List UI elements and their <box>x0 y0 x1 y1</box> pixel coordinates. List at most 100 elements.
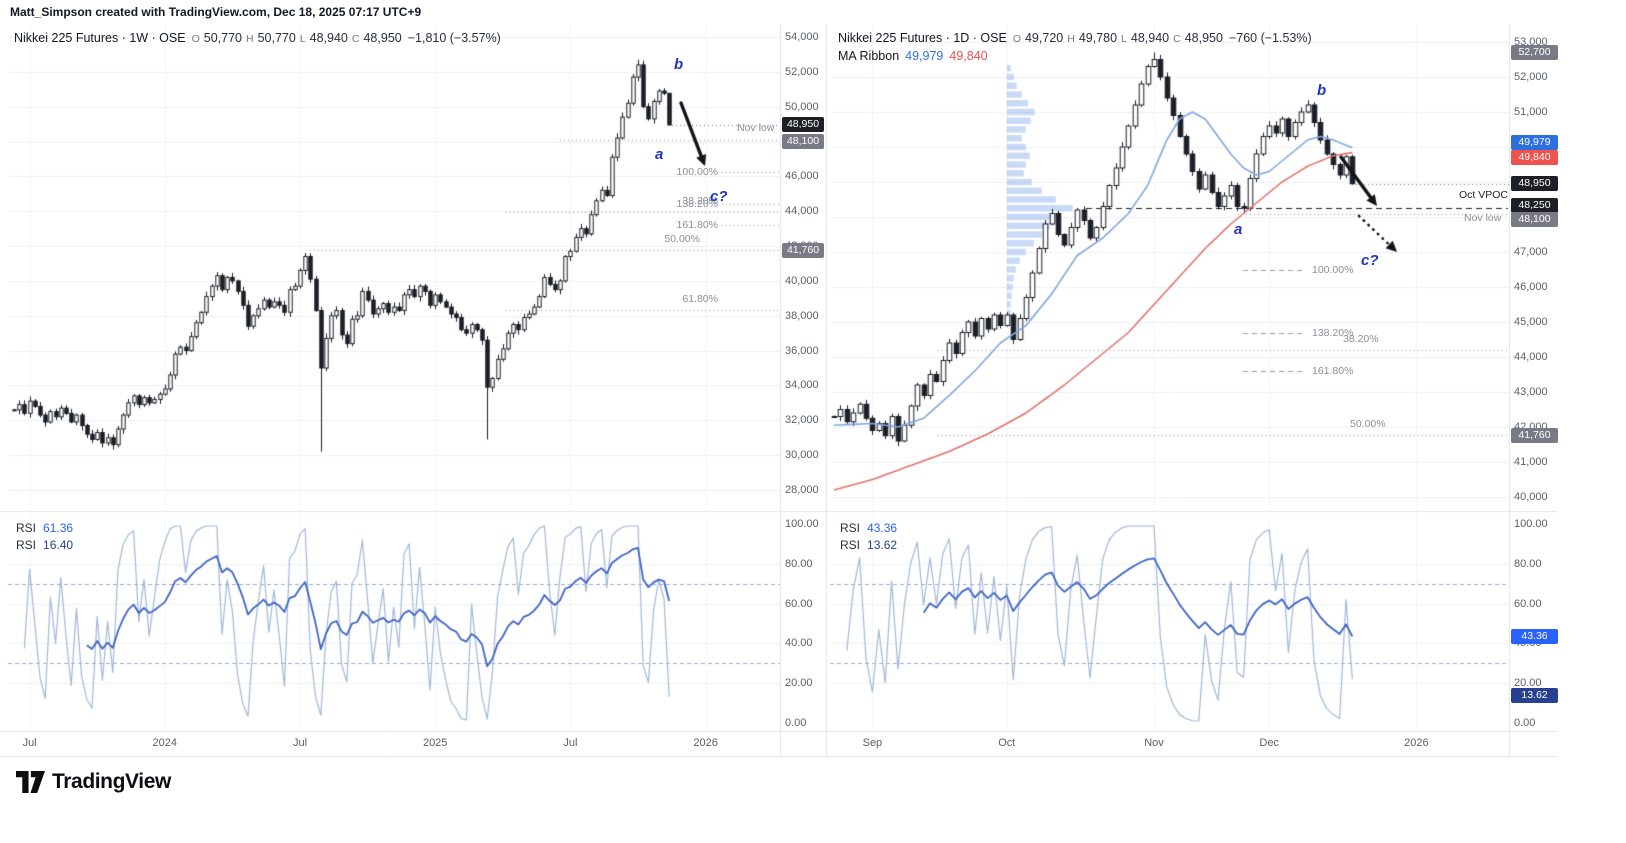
price-badge: 48,950 <box>782 117 824 133</box>
price-axis-tick: 28,000 <box>785 484 819 496</box>
ma-slow-value: 49,840 <box>949 49 988 63</box>
ohlc-key: L <box>1121 33 1127 45</box>
rsi-axis-tick: 40.00 <box>785 637 813 650</box>
time-axis-label: 2026 <box>1404 737 1429 749</box>
annotation-a[interactable]: a <box>655 146 664 163</box>
price-badge: 41,760 <box>1511 427 1558 443</box>
fib-label[interactable]: 50.00% <box>664 232 700 245</box>
price-badge: 49,979 <box>1511 135 1558 151</box>
fib-label[interactable]: 38.20% <box>682 194 718 207</box>
legend-weekly[interactable]: Nikkei 225 Futures · 1W · OSE O 50,770 H 50… <box>14 31 501 45</box>
price-axis-tick: 45,000 <box>1514 316 1548 328</box>
rsi-legend-weekly-1[interactable]: RSI 61.36 <box>16 521 73 535</box>
rsi-legend-daily-1[interactable]: RSI 43.36 <box>840 521 897 535</box>
price-axis-tick: 41,000 <box>1514 456 1548 468</box>
fib-label[interactable]: 38.20% <box>1343 332 1379 345</box>
price-badge: 52,700 <box>1511 45 1558 60</box>
fib-label[interactable]: 50.00% <box>1350 417 1386 430</box>
time-axis-label: Oct <box>998 737 1016 749</box>
tradingview-logo-icon <box>16 771 45 793</box>
rsi-badge: 13.62 <box>1511 688 1558 704</box>
rsi-indicator-name: RSI <box>840 538 861 552</box>
ohlc-value: 50,770 <box>257 31 296 45</box>
time-axis-label: 2024 <box>152 737 178 749</box>
price-axis-tick: 38,000 <box>785 309 819 322</box>
ohlc-values-daily: O 49,720 H 49,780 L 48,940 C 48,950 <box>1013 31 1223 45</box>
fib-label[interactable]: 161.80% <box>1312 364 1354 377</box>
price-axis-tick: 30,000 <box>785 449 819 462</box>
rsi-legend-daily-2[interactable]: RSI 13.62 <box>840 538 897 552</box>
ohlc-key: C <box>1173 33 1181 45</box>
ohlc-value: 49,720 <box>1024 31 1064 45</box>
rsi-indicator-name: RSI <box>16 521 37 535</box>
fib-label[interactable]: 161.80% <box>676 218 718 231</box>
price-badge: 48,100 <box>1511 212 1558 227</box>
rsi-axis-tick: 80.00 <box>785 557 813 570</box>
price-axis-tick: 47,000 <box>1514 246 1548 258</box>
price-axis-tick: 43,000 <box>1514 386 1548 398</box>
annotation-b[interactable]: b <box>1317 82 1327 99</box>
rsi-indicator-name: RSI <box>840 521 861 535</box>
annotation-a[interactable]: a <box>1234 221 1243 238</box>
rsi-indicator-name: RSI <box>16 538 37 552</box>
ma-fast-value: 49,979 <box>905 49 944 63</box>
fib-label[interactable]: 100.00% <box>1312 263 1354 276</box>
annotation-b[interactable]: b <box>674 56 684 73</box>
price-axis-tick: 32,000 <box>785 414 819 427</box>
ohlc-value: 50,770 <box>203 31 242 45</box>
nov-low-label[interactable]: Nov low <box>1464 211 1502 224</box>
time-axis-label: Sep <box>862 737 883 749</box>
rsi-value: 43.36 <box>867 521 898 535</box>
rsi-value: 13.62 <box>867 538 898 552</box>
fib-label[interactable]: 138.20% <box>676 197 718 210</box>
ohlc-key: O <box>1012 33 1021 45</box>
ohlc-key: L <box>299 33 306 45</box>
ohlc-value: 49,780 <box>1078 31 1118 45</box>
rsi-badge: 43.36 <box>1511 629 1558 645</box>
vpoc-label[interactable]: Oct VPOC <box>1459 188 1509 201</box>
tradingview-brand-text: TradingView <box>52 770 171 793</box>
legend-daily[interactable]: Nikkei 225 Futures · 1D · OSE O 49,720 H 49… <box>838 31 1312 45</box>
rsi-axis-tick: 0.00 <box>1514 717 1536 729</box>
ohlc-key: O <box>191 33 200 45</box>
time-axis-label: Nov <box>1144 737 1164 749</box>
price-badge: 48,950 <box>1511 176 1558 192</box>
tradingview-logo[interactable]: TradingView <box>16 770 171 794</box>
rsi-axis-tick: 20.00 <box>785 677 813 690</box>
rsi-axis-tick: 80.00 <box>1514 557 1542 570</box>
price-badge: 48,100 <box>782 134 824 150</box>
rsi-axis-tick: 100.00 <box>785 518 819 530</box>
change-value-weekly: −1,810 (−3.57%) <box>407 31 501 45</box>
time-axis-label: Jul <box>292 737 308 749</box>
ohlc-value: 48,940 <box>309 31 348 45</box>
change-value-daily: −760 (−1.53%) <box>1228 31 1312 45</box>
price-badge: 48,250 <box>1511 197 1558 213</box>
price-badge: 49,840 <box>1511 150 1558 166</box>
nov-low-label[interactable]: Nov low <box>737 121 775 134</box>
price-axis-tick: 44,000 <box>785 205 819 218</box>
rsi-axis-tick: 20.00 <box>1514 677 1542 690</box>
annotation-c[interactable]: c? <box>1361 252 1379 269</box>
price-axis-tick: 50,000 <box>785 100 819 113</box>
legend-ma-ribbon[interactable]: MA Ribbon 49,979 49,840 <box>838 49 988 63</box>
fib-label[interactable]: 138.20% <box>1312 326 1354 339</box>
symbol-title-daily: Nikkei 225 Futures · 1D · OSE <box>838 31 1007 45</box>
ohlc-values-weekly: O 50,770 H 50,770 L 48,940 C 48,950 <box>192 31 402 45</box>
ohlc-value: 48,950 <box>1184 31 1223 45</box>
rsi-legend-weekly-2[interactable]: RSI 16.40 <box>16 538 73 552</box>
rsi-axis-tick: 0.00 <box>785 717 807 729</box>
price-axis-tick: 52,000 <box>785 65 819 78</box>
price-axis-tick: 40,000 <box>785 274 819 287</box>
fib-label[interactable]: 61.80% <box>682 292 718 305</box>
time-axis-label: 2026 <box>693 737 718 749</box>
ohlc-value: 48,940 <box>1130 31 1170 45</box>
rsi-value: 61.36 <box>43 521 74 535</box>
ma-ribbon-label: MA Ribbon <box>838 49 900 63</box>
ohlc-key: C <box>351 33 360 45</box>
rsi-value: 16.40 <box>43 538 74 552</box>
time-axis-label: Jul <box>563 737 578 749</box>
annotation-c[interactable]: c? <box>710 188 728 205</box>
ohlc-value: 48,950 <box>363 31 402 45</box>
fib-label[interactable]: 100.00% <box>676 165 718 178</box>
